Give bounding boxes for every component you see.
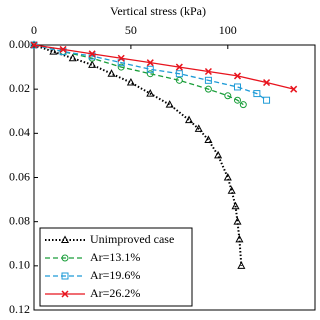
series-line <box>33 44 267 101</box>
marker <box>233 83 241 91</box>
x-tick-label: 0 <box>31 23 37 37</box>
marker <box>49 47 58 55</box>
marker <box>204 76 212 84</box>
x-tick-label: 100 <box>219 23 237 37</box>
marker <box>146 70 154 78</box>
marker <box>88 50 96 58</box>
legend-marker <box>61 272 69 280</box>
marker <box>117 59 125 67</box>
marker <box>185 115 194 124</box>
marker <box>117 63 125 71</box>
marker <box>146 59 154 67</box>
marker <box>227 186 236 194</box>
marker <box>30 41 38 49</box>
legend-label: Ar=19.6% <box>90 268 140 282</box>
marker <box>175 76 183 84</box>
marker <box>290 85 298 93</box>
legend-marker <box>61 254 69 262</box>
marker <box>175 70 183 78</box>
y-tick-label: 0.10 <box>9 258 30 272</box>
marker <box>68 53 77 62</box>
marker <box>233 96 241 104</box>
marker <box>204 67 212 76</box>
marker <box>231 201 240 210</box>
legend-label: Ar=13.1% <box>90 250 140 264</box>
marker <box>204 85 212 93</box>
marker <box>263 96 271 104</box>
marker <box>233 72 242 80</box>
legend-label: Ar=26.2% <box>90 286 140 300</box>
marker <box>146 65 154 73</box>
y-tick-label: 0.06 <box>9 169 30 183</box>
legend-label: Unimproved case <box>90 232 174 246</box>
marker <box>239 101 247 109</box>
y-tick-label: 0.08 <box>9 213 30 227</box>
series-line <box>33 44 243 266</box>
series-line <box>33 44 244 106</box>
marker <box>204 135 213 143</box>
marker <box>233 217 242 225</box>
marker <box>146 89 155 97</box>
y-tick-label: 0.12 <box>9 302 30 316</box>
marker <box>88 60 97 68</box>
legend: Unimproved case Ar=13.1% Ar=19.6% Ar=26.2% <box>39 227 193 307</box>
y-tick-label: 0.02 <box>9 81 30 95</box>
marker <box>223 172 232 181</box>
y-tick-label: 0.00 <box>9 37 30 51</box>
series-line <box>33 44 294 90</box>
marker <box>165 100 174 108</box>
marker <box>117 54 125 62</box>
y-tick-label: 0.04 <box>9 125 30 139</box>
marker <box>175 63 183 71</box>
marker <box>237 261 246 269</box>
marker <box>235 234 244 243</box>
x-tick-label: 50 <box>125 23 137 37</box>
marker <box>59 45 67 53</box>
marker <box>107 69 116 77</box>
marker <box>263 79 271 87</box>
legend-marker <box>60 235 70 243</box>
marker <box>214 150 223 159</box>
marker <box>126 77 135 86</box>
legend-marker <box>61 290 69 298</box>
marker <box>194 124 203 132</box>
marker <box>253 90 261 98</box>
marker <box>224 92 232 100</box>
x-axis-label: Vertical stress (kPa) <box>110 4 206 18</box>
